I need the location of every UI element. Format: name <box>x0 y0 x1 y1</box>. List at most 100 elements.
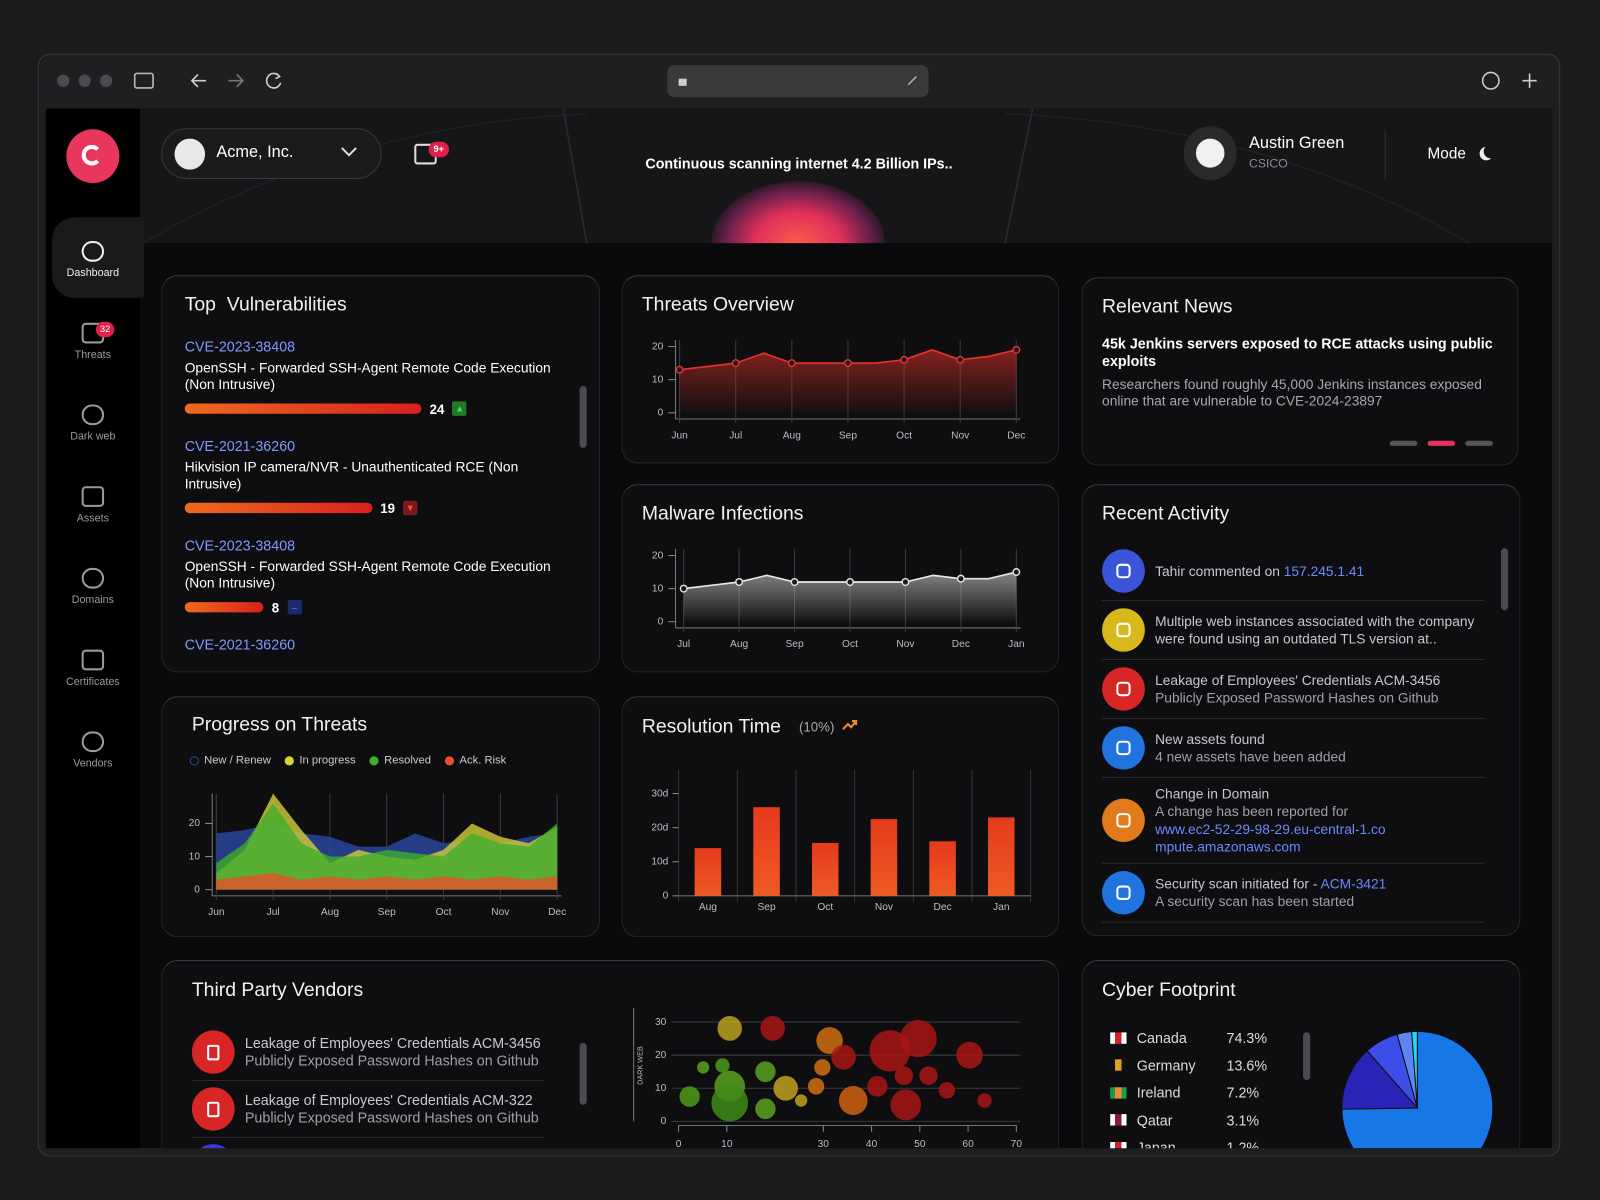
area <box>216 803 558 890</box>
percent: 74.3% <box>1226 1029 1268 1047</box>
x-tick-label: Dec <box>548 907 566 918</box>
activity-item[interactable]: Leakage of Employees' Credentials ACM-34… <box>1102 660 1485 719</box>
divider <box>1384 129 1386 179</box>
url-bar[interactable] <box>667 65 929 98</box>
legend-item: Resolved <box>369 754 431 767</box>
bubble <box>760 1015 785 1041</box>
point <box>956 574 965 583</box>
legend-item: New / Renew <box>189 754 271 767</box>
vendor-icon <box>191 1144 235 1149</box>
point <box>675 365 684 374</box>
cve-id: CVE-2023-38408 <box>184 536 296 554</box>
x-tick-label: Nov <box>875 902 894 913</box>
activity-text: Leakage of Employees' Credentials ACM-34… <box>1155 671 1440 706</box>
trend-badge: ▼ <box>403 500 418 516</box>
x-tick-label: Jul <box>729 430 742 441</box>
activity-item[interactable]: New assets found 4 new assets have been a… <box>1102 719 1485 778</box>
x-tick-label: Aug <box>321 907 339 918</box>
activity-item[interactable]: Security scan initiated for - ACM-3421 A … <box>1102 864 1485 923</box>
banner: Continuous scanning internet 4.2 Billion… <box>645 155 953 172</box>
icon-glyph <box>1116 622 1131 638</box>
reload-button[interactable] <box>265 72 282 89</box>
nav-icon[interactable] <box>81 241 105 262</box>
icon-glyph <box>207 1044 220 1060</box>
nav-label: Dark web <box>70 430 116 443</box>
scrollbar[interactable] <box>1501 548 1509 611</box>
carousel-dot[interactable] <box>1427 440 1456 446</box>
vendor-subtitle: Publicly Exposed Password Hashes on Gith… <box>244 1108 539 1126</box>
x-tick-label: Sep <box>758 902 776 913</box>
nav-label: Domains <box>71 593 114 607</box>
vendor-icon <box>191 1087 235 1131</box>
x-tick-label: 60 <box>962 1139 974 1148</box>
mode-toggle[interactable]: Mode <box>1427 144 1466 163</box>
activity-link[interactable]: www.ec2-52-29-98-29.eu-central-1.compute… <box>1155 821 1386 855</box>
legend-label: New / Renew <box>204 754 271 767</box>
activity-title-text: Multiple web instances associated with t… <box>1155 613 1475 647</box>
cve-id: CVE-2021-36260 <box>184 437 296 455</box>
activity-title: New assets found <box>1155 730 1346 748</box>
nav-icon[interactable] <box>81 731 105 753</box>
bubble <box>795 1094 808 1107</box>
nav-icon[interactable] <box>81 404 105 426</box>
point <box>956 355 965 364</box>
activity-link[interactable]: ACM-3421 <box>1320 876 1387 892</box>
recent-activity-panel <box>1081 484 1521 937</box>
activity-subtitle: 4 new assets have been added <box>1155 748 1346 765</box>
score-value: 19 <box>380 500 396 516</box>
panel-title: Top Vulnerabilities <box>184 293 347 316</box>
panel-title: Threats Overview <box>641 293 794 316</box>
activity-icon <box>1102 871 1145 915</box>
activity-link[interactable]: 157.245.1.41 <box>1283 563 1365 579</box>
bubble <box>715 1058 730 1073</box>
scrollbar[interactable] <box>579 1042 587 1105</box>
charts: 0 10 20 Jun Jul Aug Sep Oct Nov Dec 0 10 20 Jul Aug Sep… <box>189 339 1494 1149</box>
bubble <box>890 1089 922 1121</box>
area <box>683 572 1017 622</box>
bubble <box>679 1086 700 1107</box>
back-button[interactable] <box>190 73 207 88</box>
y-tick-label: 20d <box>651 822 668 833</box>
bubble <box>919 1066 938 1086</box>
carousel-dot[interactable] <box>1389 440 1418 446</box>
activity-item[interactable]: Multiple web instances associated with t… <box>1102 601 1485 661</box>
activity-list: Tahir commented on 157.245.1.41 Multiple … <box>1102 542 1485 923</box>
x-tick-label: Jul <box>267 907 280 918</box>
activity-subtitle: A security scan has been started <box>1155 893 1355 910</box>
scrollbar[interactable] <box>1303 1032 1311 1081</box>
nav-icon[interactable] <box>81 649 105 671</box>
icon-glyph <box>1116 885 1131 901</box>
legend: New / Renew In progress Resolved Ack. Risk <box>189 754 521 767</box>
bar <box>694 848 722 896</box>
score-row: 8– <box>184 599 573 616</box>
activity-text: New assets found 4 new assets have been a… <box>1155 730 1346 765</box>
carousel-dot[interactable] <box>1465 440 1493 446</box>
cve-id: CVE-2021-36260 <box>184 636 296 653</box>
forward-button[interactable] <box>228 73 245 88</box>
nav-icon[interactable] <box>81 567 105 589</box>
activity-title-text: Change in Domain <box>1155 786 1270 802</box>
vulnerability-title: Hikvision IP camera/NVR - Unauthenticate… <box>184 459 519 492</box>
download-button[interactable] <box>1481 71 1500 90</box>
legend-label: In progress <box>299 754 356 767</box>
legend-label: Resolved <box>384 754 431 767</box>
bar <box>870 819 898 896</box>
point <box>901 577 910 587</box>
activity-item[interactable]: Tahir commented on 157.245.1.41 <box>1102 542 1485 602</box>
x-tick-label: Oct <box>842 639 858 650</box>
y-tick-label: 20 <box>652 550 664 561</box>
activity-title-text: Leakage of Employees' Credentials ACM-34… <box>1155 672 1441 688</box>
point <box>787 359 796 368</box>
scrollbar[interactable] <box>579 385 587 448</box>
window-dot[interactable] <box>78 74 91 87</box>
sidebar-toggle[interactable] <box>133 72 154 89</box>
activity-item[interactable]: Change in Domain A change has been report… <box>1102 778 1485 864</box>
window-dot[interactable] <box>99 74 113 87</box>
icon-glyph <box>1116 681 1131 697</box>
window-dot[interactable] <box>57 74 70 87</box>
new-tab-button[interactable] <box>1522 73 1537 88</box>
bubble <box>894 1066 914 1086</box>
activity-title: Tahir commented on 157.245.1.41 <box>1155 562 1364 580</box>
nav-icon[interactable] <box>81 486 105 507</box>
